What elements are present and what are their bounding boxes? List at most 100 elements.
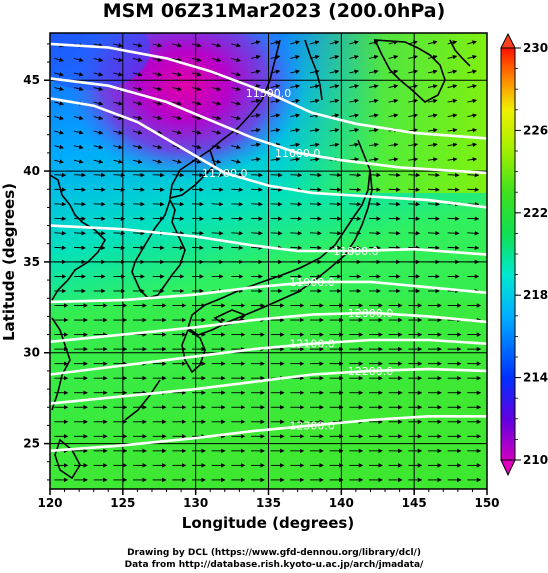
y-tick-label: 35 — [23, 255, 40, 269]
wind-arrow — [191, 130, 202, 135]
wind-arrow — [250, 113, 261, 118]
cold-region-northwest — [50, 33, 150, 90]
wind-arrow — [250, 40, 261, 45]
wind-arrow — [486, 203, 487, 205]
wind-arrow — [408, 201, 421, 207]
wind-arrow — [191, 57, 202, 62]
wind-arrow — [54, 144, 64, 150]
wind-arrow — [408, 98, 419, 104]
coast-korea — [131, 197, 186, 299]
wind-arrow — [309, 157, 320, 162]
wind-arrow — [211, 86, 222, 92]
wind-arrow — [447, 128, 458, 133]
wind-arrow — [408, 245, 421, 250]
wind-arrow — [368, 142, 379, 148]
wind-arrow — [427, 245, 440, 250]
wind-arrow — [231, 115, 241, 121]
colorbar-ticks: 230 226 222 218 214 210 — [515, 41, 548, 467]
wind-arrow — [211, 43, 222, 48]
wind-arrow — [54, 130, 64, 135]
contour-line — [50, 338, 487, 376]
wind-arrow — [152, 144, 163, 150]
wind-arrow — [427, 216, 440, 221]
wind-arrow — [113, 187, 126, 192]
wind-arrow — [132, 43, 143, 48]
wind-arrow — [93, 245, 106, 250]
contour-label: 12300.0 — [289, 419, 335, 432]
wind-arrow — [172, 86, 182, 92]
wind-arrow — [54, 245, 67, 250]
wind-arrow — [231, 201, 244, 207]
wind-arrow — [270, 128, 281, 133]
contour-label: 11600.0 — [275, 147, 321, 160]
wind-arrow — [133, 230, 145, 236]
contour-line — [50, 367, 487, 405]
wind-arrow — [486, 116, 487, 117]
wind-arrow — [231, 245, 244, 250]
wind-arrow — [132, 72, 143, 77]
wind-arrow — [388, 230, 401, 236]
wind-arrow — [427, 157, 438, 162]
contour-line — [50, 311, 487, 344]
contour-label: 11900.0 — [289, 276, 335, 289]
wind-arrow — [427, 187, 440, 192]
wind-arrow — [73, 72, 84, 77]
wind-arrow — [113, 245, 126, 250]
contour-label: 11800.0 — [333, 245, 379, 258]
wind-arrow — [211, 130, 222, 135]
wind-arrow — [349, 142, 360, 148]
wind-arrow — [349, 216, 362, 221]
wind-arrow — [93, 86, 104, 92]
wind-arrow — [329, 128, 340, 133]
contour-line — [50, 224, 487, 256]
wind-arrow — [408, 113, 419, 118]
wind-arrow — [329, 69, 340, 74]
wind-arrow — [152, 187, 165, 192]
wind-arrow — [93, 101, 104, 106]
wind-arrow — [408, 187, 421, 192]
wind-arrow — [74, 187, 86, 192]
wind-arrow — [231, 43, 241, 48]
wind-arrow — [329, 230, 342, 236]
wind-arrow — [113, 216, 126, 221]
wind-arrow — [388, 216, 401, 221]
wind-arrow — [290, 216, 303, 221]
wind-arrow — [93, 57, 104, 62]
wind-arrow — [132, 115, 143, 121]
wind-arrow — [191, 144, 202, 150]
contour-label: 11500.0 — [246, 87, 292, 100]
wind-arrow — [211, 172, 224, 178]
wind-arrow — [73, 86, 84, 92]
wind-arrow — [132, 57, 143, 62]
wind-arrow — [270, 113, 281, 118]
wind-arrow — [73, 57, 84, 62]
wind-arrow — [349, 157, 360, 162]
wind-arrow — [309, 230, 322, 236]
wind-arrow — [93, 144, 104, 150]
wind-arrow — [250, 245, 263, 250]
wind-arrow — [329, 98, 340, 104]
wind-arrow — [447, 69, 458, 74]
wind-arrow — [73, 115, 84, 121]
wind-arrow — [270, 84, 281, 89]
wind-arrow — [368, 201, 381, 207]
wind-arrow — [447, 187, 460, 192]
wind-arrow — [388, 142, 399, 148]
wind-arrow — [54, 159, 64, 164]
y-tick-label: 45 — [23, 73, 40, 87]
wind-arrow — [309, 40, 320, 45]
wind-arrow — [427, 40, 438, 45]
wind-arrow — [172, 72, 182, 77]
wind-arrow — [447, 172, 460, 178]
wind-arrow — [329, 84, 340, 89]
wind-arrow — [427, 142, 438, 148]
wind-arrow — [408, 69, 418, 74]
y-axis-label: Latitude (degrees) — [0, 183, 18, 341]
coast-primorye — [169, 148, 216, 200]
wind-arrow — [427, 69, 438, 74]
wind-arrow — [290, 40, 300, 45]
wind-arrow — [172, 201, 185, 207]
wind-arrow — [349, 245, 362, 250]
y-tick-label: 40 — [23, 164, 40, 178]
wind-arrow — [172, 130, 182, 135]
